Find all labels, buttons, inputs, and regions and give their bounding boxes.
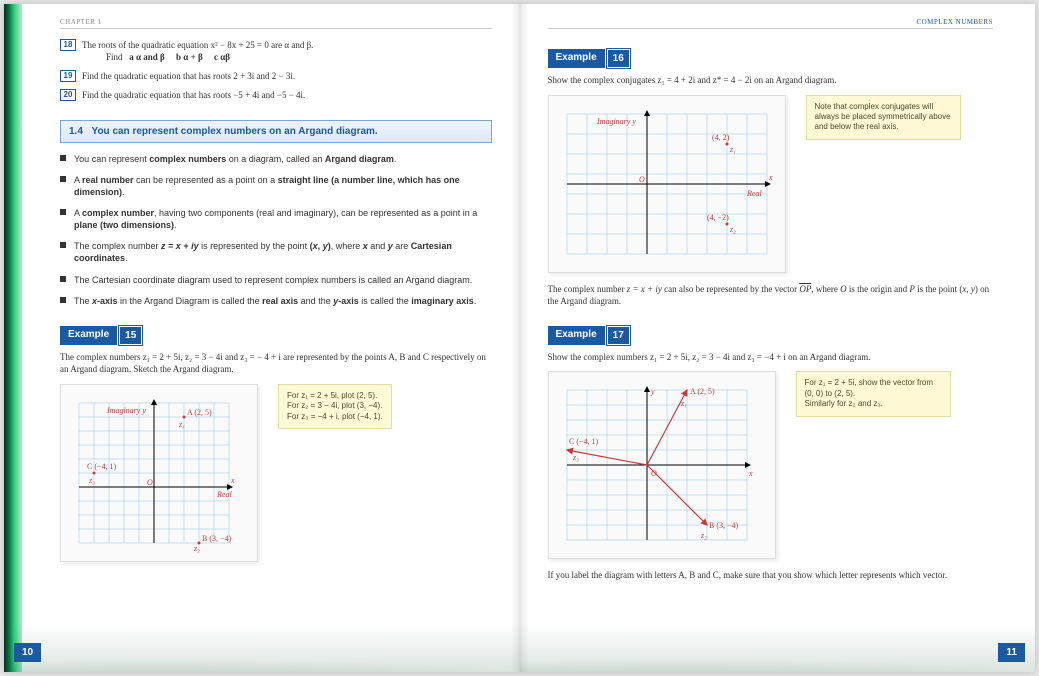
label-B: B (3, −4) xyxy=(709,521,739,530)
bullet-marker xyxy=(60,209,66,215)
label-z1: z₁ xyxy=(680,399,687,408)
label-x: x xyxy=(768,173,773,182)
example-label: Example xyxy=(548,49,605,68)
example-15-heading: Example 15 xyxy=(60,326,142,345)
label-real: Real xyxy=(746,189,762,198)
bullet-item: A complex number, having two components … xyxy=(60,207,492,231)
bullet-marker xyxy=(60,176,66,182)
bullet-marker xyxy=(60,276,66,282)
ex18-a: a α and β xyxy=(129,52,165,62)
label-z2: z₂ xyxy=(193,544,200,553)
mid-paragraph: The complex number z = x + iy can also b… xyxy=(548,283,994,308)
exercise-num: 18 xyxy=(60,39,76,51)
exercise-num: 20 xyxy=(60,89,76,101)
chapter-header-left: CHAPTER 1 xyxy=(60,18,492,29)
label-O: O xyxy=(639,175,645,184)
label-p1: (4, 2) xyxy=(712,133,730,142)
ex18-c: c αβ xyxy=(214,52,230,62)
example-num: 16 xyxy=(607,49,630,68)
section-title: You can represent complex numbers on an … xyxy=(92,126,378,137)
example-17-row: y x O A (2, 5) z₁ B (3, −4) z₂ xyxy=(548,371,994,559)
example-15-note: For z₁ = 2 + 5i, plot (2, 5). For z₂ = 3… xyxy=(278,384,392,429)
book-spread: CHAPTER 1 18 The roots of the quadratic … xyxy=(4,4,1035,672)
spine-decoration xyxy=(4,4,22,672)
bullet-text: The x-axis in the Argand Diagram is call… xyxy=(74,295,492,307)
example-16-row: Imaginary y Real O x (4, 2) z₁ (4, −2) z… xyxy=(548,95,994,273)
example-17-text: Show the complex numbers z₁ = 2 + 5i, z₂… xyxy=(548,351,994,364)
label-z1: z₁ xyxy=(178,420,185,429)
label-C: C (−4, 1) xyxy=(87,462,117,471)
label-C: C (−4, 1) xyxy=(569,437,599,446)
example-num: 15 xyxy=(119,326,142,345)
section-num: 1.4 xyxy=(69,126,83,137)
example-15-row: Imaginary y Real O x A (2, 5) z₁ C (−4, … xyxy=(60,384,492,562)
label-B: B (3, −4) xyxy=(202,534,232,543)
exercise-20: 20 Find the quadratic equation that has … xyxy=(60,89,492,101)
exercise-18: 18 The roots of the quadratic equation x… xyxy=(60,39,492,63)
bullet-item: You can represent complex numbers on a d… xyxy=(60,153,492,165)
label-x: x xyxy=(230,476,235,485)
bullet-marker xyxy=(60,242,66,248)
example-num: 17 xyxy=(607,326,630,345)
argand-diagram-16: Imaginary y Real O x (4, 2) z₁ (4, −2) z… xyxy=(557,104,777,264)
exercise-text: Find the quadratic equation that has roo… xyxy=(82,89,492,101)
bullets-list: You can represent complex numbers on a d… xyxy=(60,153,492,307)
bullet-text: A complex number, having two components … xyxy=(74,207,492,231)
chapter-header-right: Complex numbers xyxy=(548,18,994,29)
example-15-text: The complex numbers z₁ = 2 + 5i, z₂ = 3 … xyxy=(60,351,492,376)
label-real: Real xyxy=(216,490,232,499)
footer-decoration xyxy=(4,612,520,672)
exercise-text: Find the quadratic equation that has roo… xyxy=(82,70,492,82)
page-number-right: 11 xyxy=(998,643,1025,662)
example-16-heading: Example 16 xyxy=(548,49,630,68)
bottom-paragraph: If you label the diagram with letters A,… xyxy=(548,569,994,582)
label-z2: z₂ xyxy=(729,225,736,234)
exercise-text: The roots of the quadratic equation x² −… xyxy=(82,39,492,63)
ex18-find: Find xyxy=(106,51,123,63)
ex18-b: b α + β xyxy=(176,52,203,62)
bullet-text: The Cartesian coordinate diagram used to… xyxy=(74,274,492,286)
bullet-item: The Cartesian coordinate diagram used to… xyxy=(60,274,492,286)
label-O: O xyxy=(147,478,153,487)
exercise-19: 19 Find the quadratic equation that has … xyxy=(60,70,492,82)
footer-decoration xyxy=(520,612,1036,672)
argand-diagram-17: y x O A (2, 5) z₁ B (3, −4) z₂ xyxy=(557,380,767,550)
bullet-text: A real number can be represented as a po… xyxy=(74,174,492,198)
page-left: CHAPTER 1 18 The roots of the quadratic … xyxy=(4,4,520,672)
example-16-note: Note that complex conjugates will always… xyxy=(806,95,961,140)
example-16-text: Show the complex conjugates z₁ = 4 + 2i … xyxy=(548,74,994,87)
label-A: A (2, 5) xyxy=(187,408,212,417)
bullet-item: The x-axis in the Argand Diagram is call… xyxy=(60,295,492,307)
example-15-diagram: Imaginary y Real O x A (2, 5) z₁ C (−4, … xyxy=(60,384,258,562)
page-right: Complex numbers Example 16 Show the comp… xyxy=(520,4,1036,672)
example-17-note: For z₁ = 2 + 5i, show the vector from (0… xyxy=(796,371,951,416)
label-imaginary: Imaginary y xyxy=(596,117,636,126)
label-z3: z₃ xyxy=(572,453,579,462)
label-imaginary: Imaginary y xyxy=(106,406,146,415)
ex18-line1: The roots of the quadratic equation x² −… xyxy=(82,40,313,50)
label-A: A (2, 5) xyxy=(690,387,715,396)
argand-diagram-15: Imaginary y Real O x A (2, 5) z₁ C (−4, … xyxy=(69,393,249,553)
bullet-item: The complex number z = x + iy is represe… xyxy=(60,240,492,264)
section-heading: 1.4 You can represent complex numbers on… xyxy=(60,120,492,143)
label-z3: z₃ xyxy=(88,476,95,485)
label-z1: z₁ xyxy=(729,145,736,154)
bullet-marker xyxy=(60,155,66,161)
page-number-left: 10 xyxy=(14,643,41,662)
example-16-diagram: Imaginary y Real O x (4, 2) z₁ (4, −2) z… xyxy=(548,95,786,273)
grid xyxy=(79,399,233,543)
bullet-item: A real number can be represented as a po… xyxy=(60,174,492,198)
label-z2: z₂ xyxy=(700,531,707,540)
example-17-heading: Example 17 xyxy=(548,326,630,345)
label-x: x xyxy=(748,469,753,478)
label-p2: (4, −2) xyxy=(707,213,729,222)
example-17-diagram: y x O A (2, 5) z₁ B (3, −4) z₂ xyxy=(548,371,776,559)
bullet-marker xyxy=(60,297,66,303)
bullet-text: The complex number z = x + iy is represe… xyxy=(74,240,492,264)
exercise-num: 19 xyxy=(60,70,76,82)
example-label: Example xyxy=(60,326,117,345)
label-y: y xyxy=(650,387,655,396)
bullet-text: You can represent complex numbers on a d… xyxy=(74,153,492,165)
example-label: Example xyxy=(548,326,605,345)
